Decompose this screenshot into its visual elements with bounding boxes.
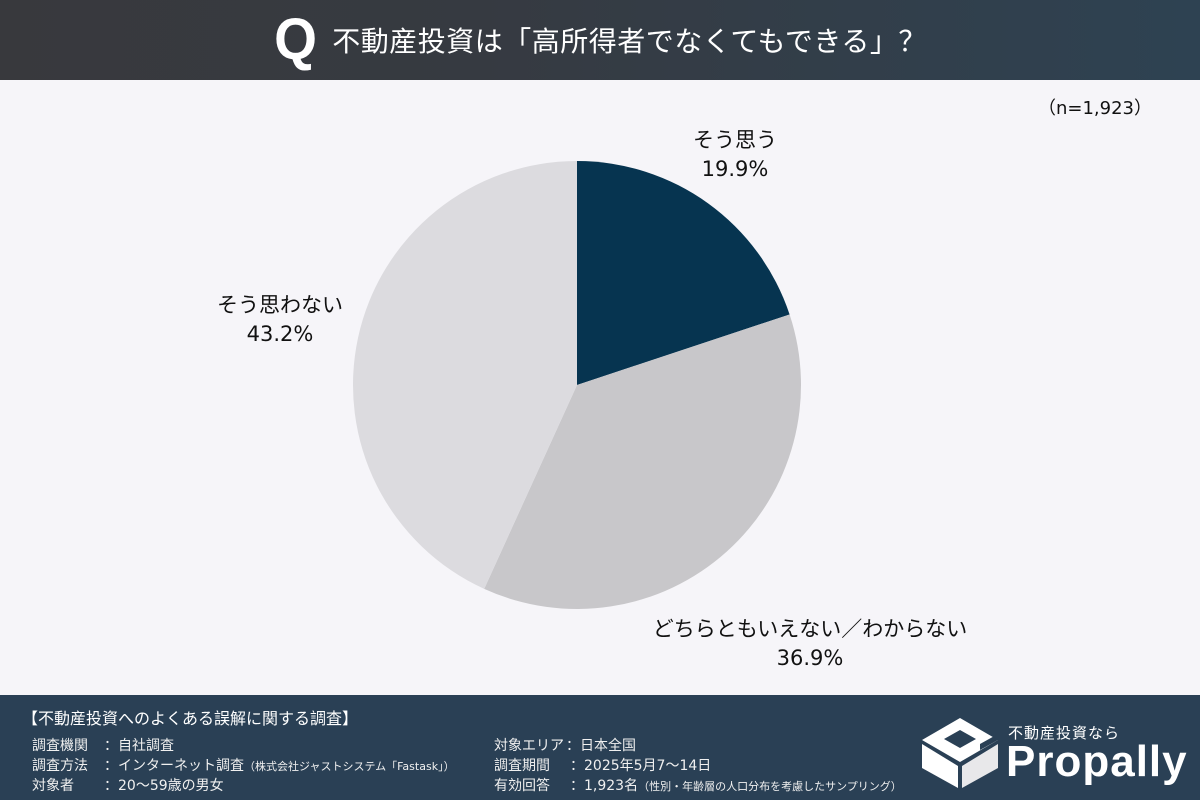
label-agree: そう思う 19.9% bbox=[693, 128, 777, 181]
question-header: Q 不動産投資は「高所得者でなくてもできる」？ bbox=[0, 0, 1200, 80]
survey-footer: 【不動産投資へのよくある誤解に関する調査】 調査機関 ：自社調査 調査方法 ：インタ… bbox=[0, 695, 1200, 800]
label-neutral: どちらともいえない／わからない 36.9% bbox=[652, 617, 968, 670]
q-mark-icon: Q bbox=[274, 7, 318, 72]
question-title: 不動産投資は「高所得者でなくてもできる」？ bbox=[332, 25, 927, 58]
footer-row-responses: 有効回答 ：1,923名（性別・年齢層の人口分布を考慮したサンプリング） bbox=[494, 778, 902, 794]
footer-row-target: 対象者 ：20〜59歳の男女 bbox=[32, 778, 224, 794]
brand-tagline: 不動産投資なら bbox=[1008, 724, 1121, 742]
slice-agree bbox=[577, 161, 790, 385]
footer-row-area: 対象エリア ：日本全国 bbox=[494, 738, 636, 754]
propally-box-logo-icon bbox=[922, 718, 998, 788]
slice-neutral bbox=[484, 314, 801, 609]
sample-size: （n=1,923） bbox=[1037, 98, 1152, 119]
footer-row-period: 調査期間 ：2025年5月7〜14日 bbox=[494, 758, 712, 774]
label-disagree: そう思わない 43.2% bbox=[217, 293, 343, 346]
footer-row-agency: 調査機関 ：自社調査 bbox=[32, 738, 174, 754]
survey-title: 【不動産投資へのよくある誤解に関する調査】 bbox=[22, 709, 359, 728]
footer-row-method: 調査方法 ：インターネット調査（株式会社ジャストシステム「Fastask」） bbox=[32, 758, 455, 774]
pie-chart: そう思う 19.9% どちらともいえない／わからない 36.9% そう思わない … bbox=[0, 80, 1200, 695]
pie-svg bbox=[353, 161, 801, 609]
brand-name: Propally bbox=[1006, 737, 1188, 786]
slice-disagree bbox=[353, 161, 577, 589]
